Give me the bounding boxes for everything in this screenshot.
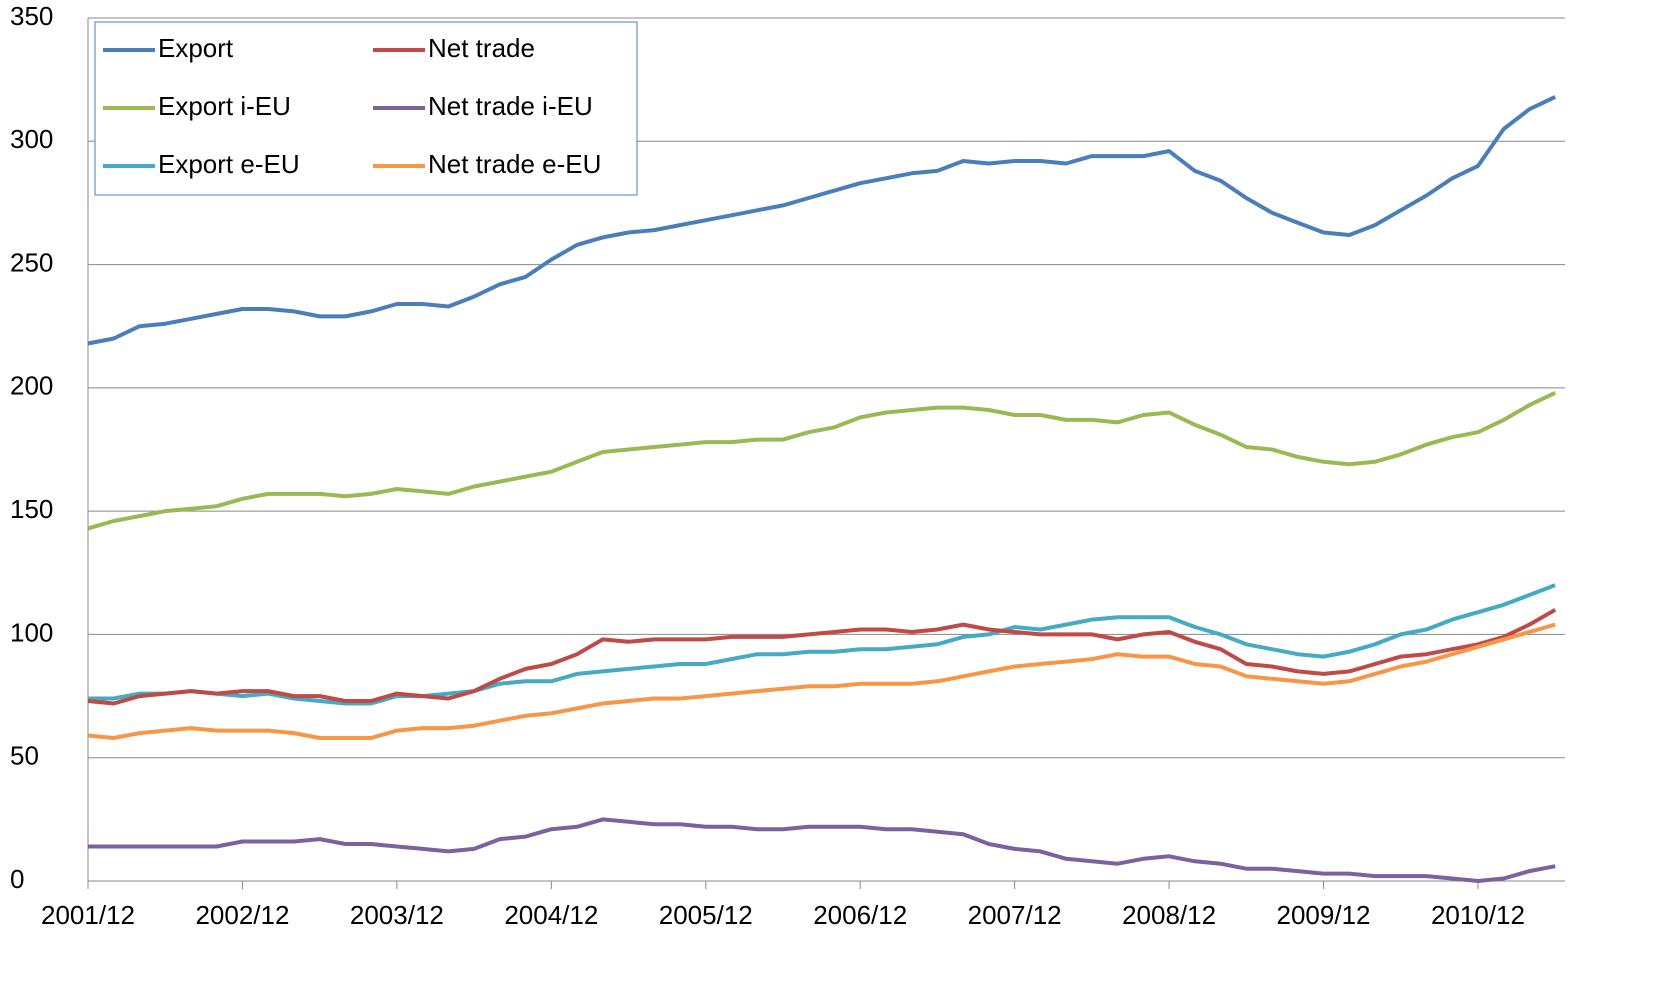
series-line xyxy=(87,95,1557,346)
legend-box xyxy=(94,21,638,196)
x-tick-label: 2001/12 xyxy=(41,900,135,930)
series-line xyxy=(87,622,1556,740)
series-line xyxy=(88,817,1556,883)
series-line xyxy=(87,390,1557,531)
x-tick-label: 2008/12 xyxy=(1122,900,1216,930)
x-tick-label: 2004/12 xyxy=(504,900,598,930)
x-tick-label: 2005/12 xyxy=(659,900,753,930)
legend-label: Export i-EU xyxy=(158,91,291,121)
y-tick-label: 350 xyxy=(10,1,53,31)
y-tick-label: 250 xyxy=(10,247,53,277)
legend-label: Net trade e-EU xyxy=(428,149,601,179)
y-tick-label: 300 xyxy=(10,124,53,154)
legend-label: Export e-EU xyxy=(158,149,300,179)
x-tick-label: 2002/12 xyxy=(195,900,289,930)
series-line xyxy=(88,583,1556,706)
x-tick-label: 2009/12 xyxy=(1277,900,1371,930)
legend: Export Export i-EU Export e-EU Net trade Net… xyxy=(94,21,638,196)
x-tick-label: 2003/12 xyxy=(350,900,444,930)
x-tick-label: 2007/12 xyxy=(968,900,1062,930)
y-tick-label: 50 xyxy=(10,741,39,771)
x-tick-label: 2006/12 xyxy=(813,900,907,930)
y-tick-label: 200 xyxy=(10,371,53,401)
legend-label: Net trade xyxy=(428,33,535,63)
y-tick-label: 100 xyxy=(10,617,53,647)
y-tick-label: 150 xyxy=(10,494,53,524)
legend-label: Net trade i-EU xyxy=(428,91,593,121)
series-line xyxy=(87,608,1557,706)
y-tick-label: 0 xyxy=(10,864,24,894)
legend-label: Export xyxy=(158,33,234,63)
x-tick-label: 2010/12 xyxy=(1431,900,1525,930)
